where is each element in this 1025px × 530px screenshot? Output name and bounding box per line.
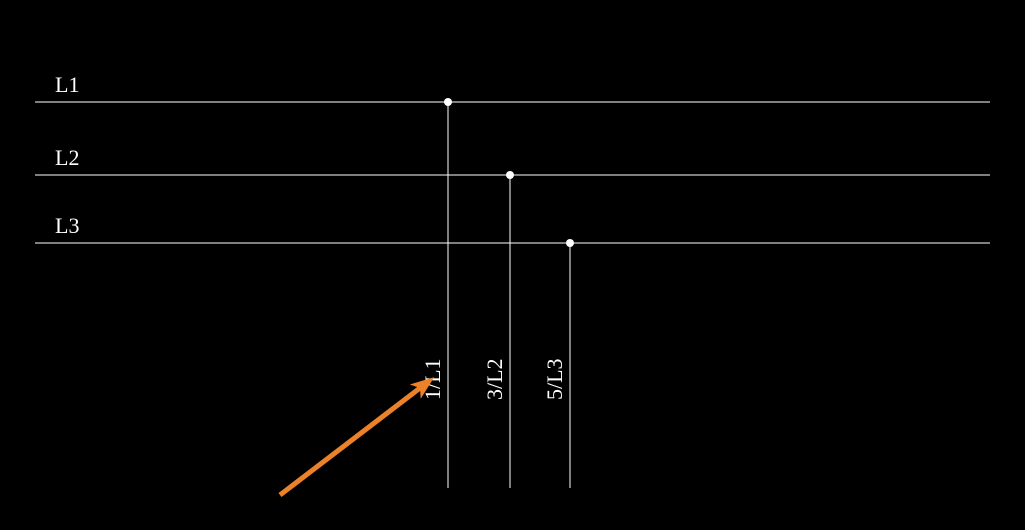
arrow-annotation — [280, 388, 420, 495]
node-dot-1 — [444, 98, 452, 106]
dots-group — [444, 98, 574, 247]
node-dot-3 — [566, 239, 574, 247]
column-label-2: 3/L2 — [482, 358, 507, 400]
diagram-canvas: L1 L2 L3 1/L1 3/L2 5/L3 — [0, 0, 1025, 530]
rows-group: L1 L2 L3 — [35, 72, 990, 243]
column-label-3: 5/L3 — [542, 358, 567, 400]
row-label-l1: L1 — [55, 72, 79, 97]
row-label-l2: L2 — [55, 145, 79, 170]
node-dot-2 — [506, 171, 514, 179]
arrow-icon — [280, 388, 420, 495]
columns-group: 1/L1 3/L2 5/L3 — [420, 102, 570, 488]
column-label-1: 1/L1 — [420, 358, 445, 400]
row-label-l3: L3 — [55, 213, 79, 238]
